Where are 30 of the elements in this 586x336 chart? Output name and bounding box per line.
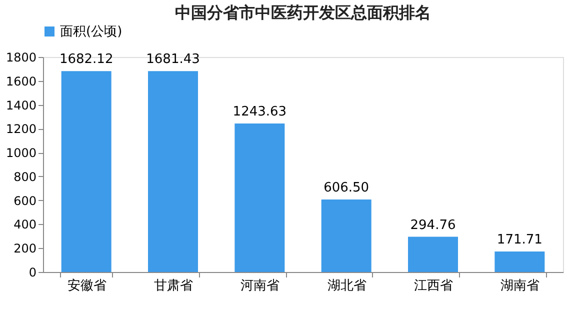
y-tick-label: 1800 <box>6 50 36 64</box>
bar <box>148 71 198 272</box>
y-tick-label: 1000 <box>6 146 36 160</box>
y-tick-label: 800 <box>14 170 36 184</box>
x-tick-label: 湖北省 <box>327 278 366 294</box>
text: 171.71 <box>496 232 542 248</box>
x-tick-label: 河南省 <box>240 278 280 294</box>
x-tick-label: 湖南省 <box>500 278 540 294</box>
y-tick-label: 0 <box>28 266 36 280</box>
chart-title: 中国分省市中医药开发区总面积排名 <box>175 3 431 22</box>
x-tick-label: 甘肃省 <box>154 278 193 294</box>
y-tick-label: 1200 <box>6 122 36 136</box>
y-tick-label: 200 <box>14 242 36 256</box>
bar <box>494 251 545 272</box>
y-tick-label: 1400 <box>6 98 36 112</box>
y-tick-label: 1600 <box>6 74 36 88</box>
bar <box>234 123 285 272</box>
bar <box>61 71 112 272</box>
text: 1682.12 <box>59 52 114 68</box>
x-tick-label: 江西省 <box>414 278 453 294</box>
legend-label: 面积(公顷) <box>60 24 122 40</box>
y-tick-label: 600 <box>14 194 36 208</box>
x-tick-label: 安徽省 <box>67 278 106 294</box>
text: 1681.43 <box>146 52 200 68</box>
text: 606.50 <box>324 180 370 196</box>
text: 1243.63 <box>232 104 287 120</box>
bar <box>321 200 372 272</box>
bar <box>408 236 458 272</box>
y-tick-label: 400 <box>14 218 36 232</box>
text: 294.76 <box>410 218 456 233</box>
